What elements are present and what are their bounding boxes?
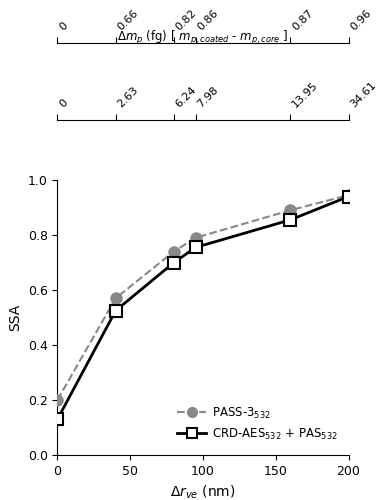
Y-axis label: SSA: SSA <box>8 304 22 331</box>
X-axis label: $\Delta m_p$ (fg) [ $m_{p,coated}$ - $m_{p,core}$ ]: $\Delta m_p$ (fg) [ $m_{p,coated}$ - $m_… <box>117 30 289 48</box>
X-axis label: $\Delta r_{ve}$ (nm): $\Delta r_{ve}$ (nm) <box>170 484 236 500</box>
Legend: PASS-3$_{\mathregular{532}}$, CRD-AES$_{\mathregular{532}}$ + PAS$_{\mathregular: PASS-3$_{\mathregular{532}}$, CRD-AES$_{… <box>172 401 343 446</box>
